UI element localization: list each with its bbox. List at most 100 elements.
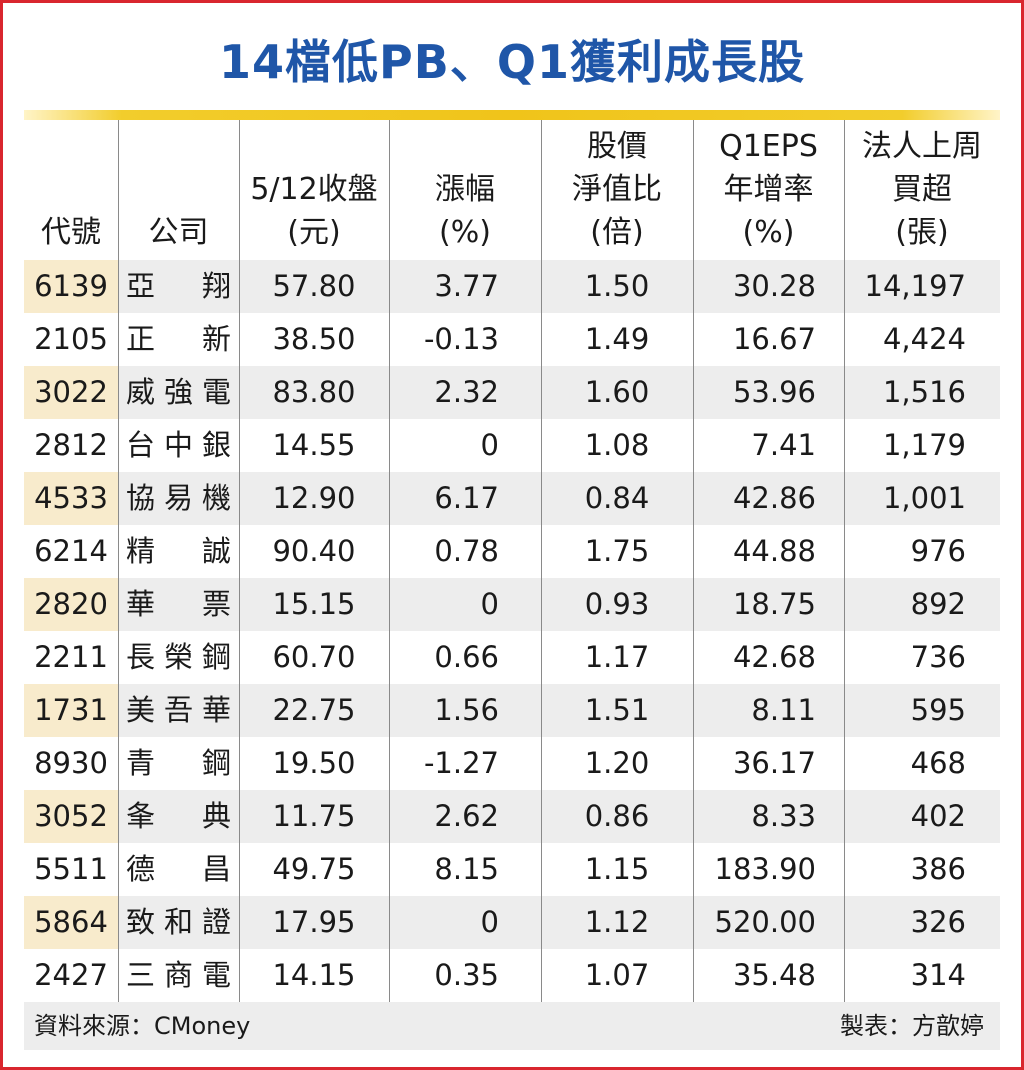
close-cell: 90.40 (272, 534, 356, 568)
code-cell: 2105 (34, 322, 108, 356)
header-line: 法人上周 (862, 129, 982, 164)
company-char: 機 (201, 481, 231, 515)
company-char: 正 (126, 322, 156, 356)
close-cell: 83.80 (272, 375, 356, 409)
table-row: 2820 華票 15.15 0 0.93 18.75 892 (24, 578, 1000, 631)
code-cell: 3052 (24, 790, 118, 843)
header-line: Q1EPS (719, 129, 818, 164)
company-cell: 協易機 (118, 472, 239, 525)
header-change: 漲幅 (%) (389, 120, 541, 260)
eps-growth-cell: 30.28 (732, 269, 816, 303)
pb-cell: 0.86 (584, 799, 650, 833)
company-cell: 正新 (118, 313, 239, 366)
table-row: 4533 協易機 12.90 6.17 0.84 42.86 1,001 (24, 472, 1000, 525)
company-char: 致 (126, 905, 156, 939)
net-buy-cell: 976 (910, 534, 966, 568)
net-buy-cell: 14,197 (864, 269, 966, 303)
company-cell: 致和證 (118, 896, 239, 949)
company-char: 電 (201, 375, 231, 409)
pb-cell: 1.75 (584, 534, 650, 568)
company-char: 長 (126, 640, 156, 674)
close-cell: 17.95 (272, 905, 356, 939)
change-cell: 8.15 (434, 852, 499, 886)
change-cell: 0 (480, 587, 499, 621)
header-line: (%) (742, 215, 795, 250)
eps-growth-cell: 36.17 (732, 746, 816, 780)
table-row: 5511 德昌 49.75 8.15 1.15 183.90 386 (24, 843, 1000, 896)
header-eps-growth: Q1EPS 年增率 (%) (693, 120, 844, 260)
company-char: 三 (126, 958, 156, 992)
company-char: 昌 (201, 852, 231, 886)
company-char: 鋼 (201, 746, 231, 780)
change-cell: 0 (480, 428, 499, 462)
company-char: 德 (126, 852, 156, 886)
eps-growth-cell: 44.88 (732, 534, 816, 568)
column-divider (118, 120, 119, 1002)
close-cell: 57.80 (272, 269, 356, 303)
column-divider (693, 120, 694, 1002)
company-char: 銀 (201, 428, 231, 462)
company-cell: 精誠 (118, 525, 239, 578)
company-cell: 長榮鋼 (118, 631, 239, 684)
table-row: 5864 致和證 17.95 0 1.12 520.00 326 (24, 896, 1000, 949)
header-line: 5/12收盤 (250, 172, 378, 207)
change-cell: 1.56 (434, 693, 499, 727)
header-line: 淨值比 (572, 172, 662, 207)
company-char: 和 (163, 905, 193, 939)
company-char: 證 (201, 905, 231, 939)
company-cell: 三商電 (118, 949, 239, 1002)
code-cell: 2211 (34, 640, 108, 674)
eps-growth-cell: 53.96 (732, 375, 816, 409)
eps-growth-cell: 7.41 (751, 428, 816, 462)
company-char: 協 (126, 481, 156, 515)
close-cell: 11.75 (272, 799, 356, 833)
change-cell: 3.77 (434, 269, 499, 303)
company-char: 青 (126, 746, 156, 780)
company-char: 亞 (126, 269, 156, 303)
company-char: 美 (126, 693, 156, 727)
change-cell: -0.13 (423, 322, 499, 356)
code-cell: 5511 (34, 852, 108, 886)
company-cell: 德昌 (118, 843, 239, 896)
eps-growth-cell: 42.68 (732, 640, 816, 674)
pb-cell: 1.08 (584, 428, 650, 462)
table-body: 6139 亞翔 57.80 3.77 1.50 30.28 14,197 2105 正新 38.5… (24, 260, 1000, 1002)
code-cell: 2427 (34, 958, 108, 992)
header-company: 公司 (118, 120, 239, 260)
pb-cell: 1.07 (584, 958, 650, 992)
company-char: 典 (201, 799, 231, 833)
header-line: 漲幅 (435, 172, 495, 207)
company-char: 華 (126, 587, 156, 621)
net-buy-cell: 4,424 (882, 322, 966, 356)
code-cell: 8930 (34, 746, 108, 780)
close-cell: 15.15 (272, 587, 356, 621)
company-cell: 華票 (118, 578, 239, 631)
close-cell: 14.55 (272, 428, 356, 462)
company-char: 易 (163, 481, 193, 515)
table-row: 2105 正新 38.50 -0.13 1.49 16.67 4,424 (24, 313, 1000, 366)
company-cell: 亞翔 (118, 260, 239, 313)
table-row: 1731 美吾華 22.75 1.56 1.51 8.11 595 (24, 684, 1000, 737)
company-char: 華 (201, 693, 231, 727)
eps-growth-cell: 42.86 (732, 481, 816, 515)
net-buy-cell: 326 (910, 905, 966, 939)
change-cell: 0.78 (434, 534, 499, 568)
company-char: 強 (163, 375, 193, 409)
header-line: (元) (287, 215, 341, 250)
net-buy-cell: 386 (910, 852, 966, 886)
company-char: 威 (126, 375, 156, 409)
code-cell: 3022 (24, 366, 118, 419)
net-buy-cell: 1,516 (882, 375, 966, 409)
header-code: 代號 (24, 120, 118, 260)
pb-cell: 1.49 (584, 322, 650, 356)
header-line: (張) (895, 215, 949, 250)
net-buy-cell: 314 (910, 958, 966, 992)
net-buy-cell: 1,179 (882, 428, 966, 462)
pb-cell: 1.51 (584, 693, 650, 727)
eps-growth-cell: 18.75 (732, 587, 816, 621)
company-cell: 威強電 (118, 366, 239, 419)
net-buy-cell: 736 (910, 640, 966, 674)
change-cell: 0.35 (434, 958, 499, 992)
column-divider (541, 120, 542, 1002)
header-line: (%) (439, 215, 491, 250)
